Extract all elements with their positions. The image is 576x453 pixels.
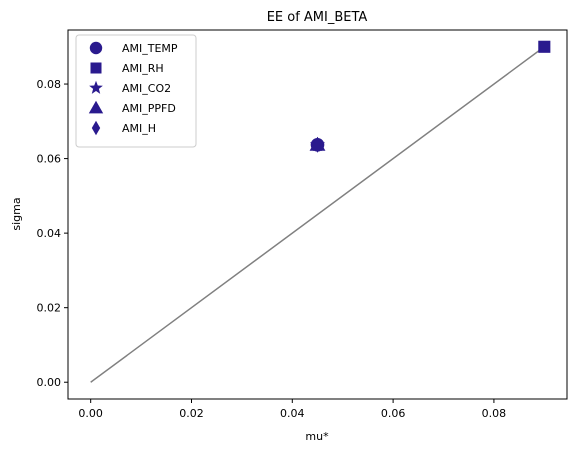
legend-label-ami-rh: AMI_RH	[122, 62, 164, 75]
point-ami-rh	[538, 40, 551, 53]
x-tick-label: 0.06	[381, 407, 406, 420]
x-axis-title: mu*	[305, 430, 329, 443]
y-tick-label: 0.04	[37, 227, 62, 240]
y-axis-title: sigma	[10, 197, 23, 230]
legend-label-ami-co2: AMI_CO2	[122, 82, 171, 95]
axis-ticks: 0.00 0.02 0.04 0.06 0.08 0.00 0.02 0.04 0.06 0.08	[37, 78, 507, 420]
x-tick-label: 0.02	[179, 407, 204, 420]
legend: AMI_TEMP AMI_RH AMI_CO2 AMI_PPFD AMI_H	[75, 34, 197, 148]
x-tick-label: 0.04	[280, 407, 305, 420]
x-tick-label: 0.08	[482, 407, 507, 420]
chart-title: EE of AMI_BETA	[267, 10, 368, 25]
y-tick-label: 0.00	[37, 376, 62, 389]
legend-label-ami-temp: AMI_TEMP	[122, 42, 178, 55]
data-points	[309, 40, 551, 153]
legend-marker-ami-h	[91, 120, 101, 136]
x-tick-label: 0.00	[78, 407, 103, 420]
reference-line-layer	[90, 46, 545, 383]
legend-label-ami-h: AMI_H	[122, 122, 156, 135]
point-ami-h	[312, 136, 323, 153]
legend-marker-ami-rh	[90, 62, 102, 74]
reference-line	[90, 46, 545, 383]
legend-label-ami-ppfd: AMI_PPFD	[122, 102, 176, 115]
legend-marker-ami-ppfd	[88, 100, 104, 114]
legend-box	[75, 34, 197, 148]
y-tick-label: 0.02	[37, 302, 62, 315]
plot-frame	[67, 29, 568, 400]
y-tick-label: 0.06	[37, 153, 62, 166]
y-tick-label: 0.08	[37, 78, 62, 91]
legend-marker-ami-temp	[89, 41, 103, 55]
legend-marker-ami-co2	[89, 80, 103, 94]
